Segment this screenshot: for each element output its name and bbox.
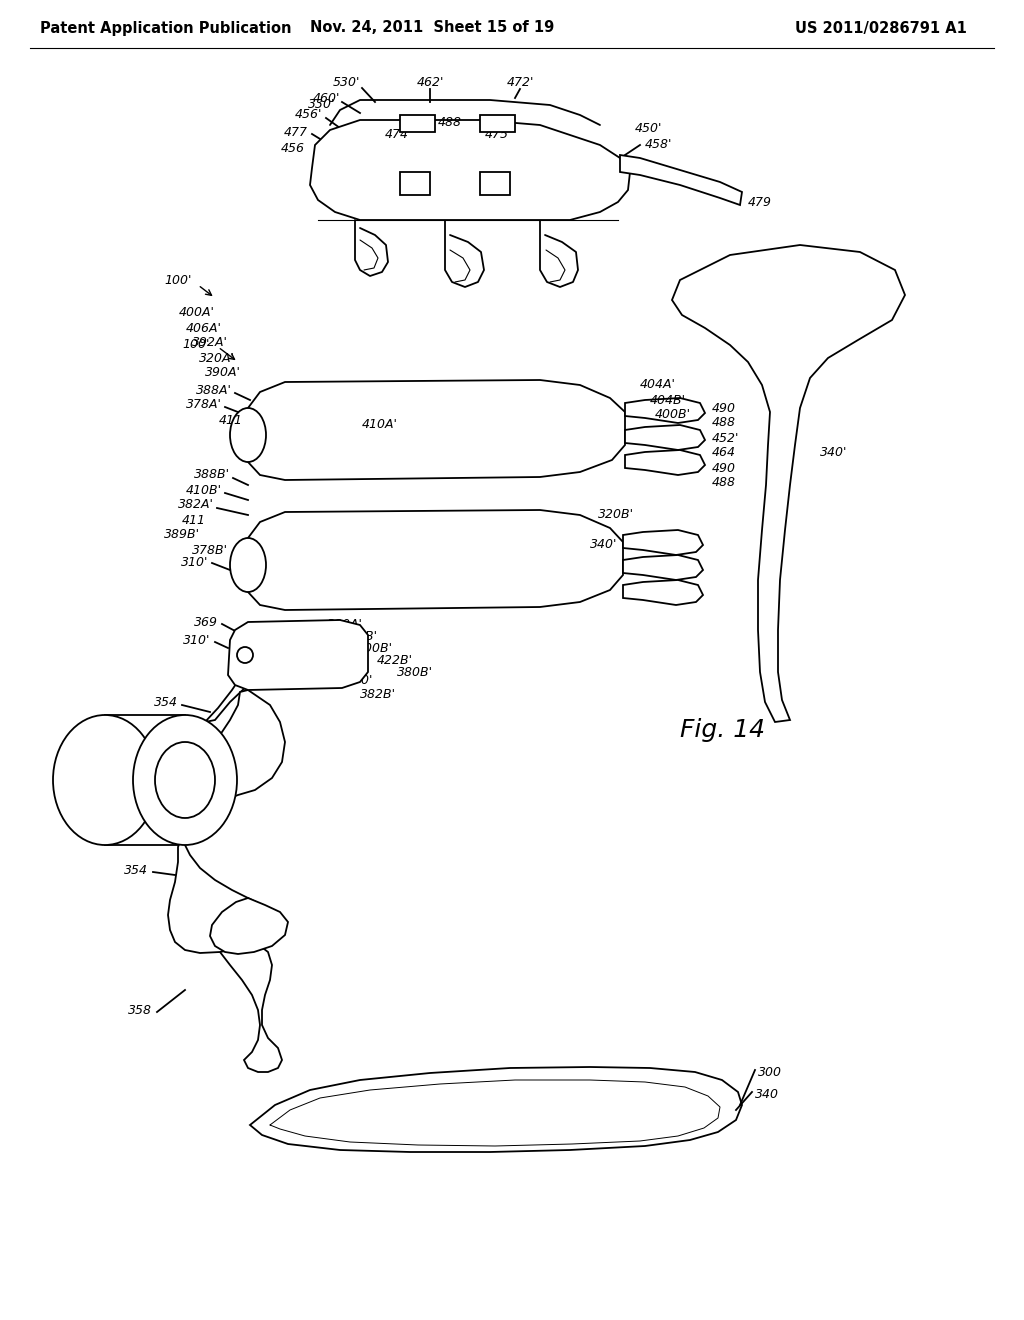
Text: 410B': 410B' (186, 483, 222, 496)
Text: 320B': 320B' (598, 508, 634, 521)
Ellipse shape (230, 408, 266, 462)
Text: 388B': 388B' (194, 469, 230, 482)
Text: 460': 460' (312, 91, 340, 104)
Text: 369: 369 (194, 615, 218, 628)
Text: 350: 350 (91, 768, 115, 781)
Polygon shape (625, 399, 705, 422)
Text: 400A': 400A' (179, 305, 215, 318)
Polygon shape (625, 450, 705, 475)
Text: 488: 488 (712, 417, 736, 429)
Text: 411: 411 (182, 513, 206, 527)
Text: 100': 100' (182, 338, 210, 351)
Text: 354: 354 (124, 863, 148, 876)
Text: 490: 490 (712, 462, 736, 474)
Polygon shape (623, 554, 703, 579)
Text: US 2011/0286791 A1: US 2011/0286791 A1 (795, 21, 967, 36)
Text: 310': 310' (180, 556, 208, 569)
Polygon shape (623, 579, 703, 605)
Ellipse shape (53, 715, 157, 845)
Text: 456': 456' (295, 108, 322, 121)
Polygon shape (480, 172, 510, 195)
Ellipse shape (133, 715, 237, 845)
Polygon shape (620, 154, 742, 205)
Polygon shape (228, 620, 368, 690)
Text: Nov. 24, 2011  Sheet 15 of 19: Nov. 24, 2011 Sheet 15 of 19 (310, 21, 554, 36)
Text: 340': 340' (820, 446, 848, 458)
Text: 370': 370' (346, 673, 374, 686)
Text: 479: 479 (748, 195, 772, 209)
Text: 380A': 380A' (327, 619, 362, 631)
Text: 358: 358 (128, 1003, 152, 1016)
Text: 475': 475' (485, 128, 512, 141)
Text: 462': 462' (417, 75, 443, 88)
Text: 404B': 404B' (650, 393, 686, 407)
Text: 490: 490 (712, 401, 736, 414)
Polygon shape (625, 425, 705, 450)
Text: 410A': 410A' (362, 418, 398, 432)
Text: 382A': 382A' (178, 499, 214, 511)
Polygon shape (205, 630, 270, 722)
Text: 488: 488 (712, 475, 736, 488)
Polygon shape (168, 837, 272, 953)
Text: 378A': 378A' (186, 397, 222, 411)
Text: 392B': 392B' (342, 631, 378, 644)
Polygon shape (248, 510, 623, 610)
Text: 452': 452' (712, 432, 739, 445)
Text: 354: 354 (154, 696, 178, 709)
Polygon shape (250, 1067, 742, 1152)
Text: 458': 458' (645, 139, 673, 152)
Polygon shape (310, 120, 630, 220)
Text: 406A': 406A' (186, 322, 222, 334)
Text: 389B': 389B' (164, 528, 200, 541)
Text: 474': 474' (385, 128, 412, 141)
Text: 422B': 422B' (377, 655, 413, 668)
Polygon shape (218, 940, 282, 1072)
Text: 340: 340 (755, 1089, 779, 1101)
Text: 300: 300 (758, 1065, 782, 1078)
Polygon shape (198, 690, 285, 803)
Ellipse shape (230, 539, 266, 591)
Text: 464: 464 (712, 446, 736, 459)
Ellipse shape (155, 742, 215, 818)
Ellipse shape (237, 647, 253, 663)
Text: 411: 411 (219, 413, 243, 426)
Text: 378B': 378B' (193, 544, 228, 557)
Polygon shape (480, 115, 515, 132)
Text: 392A': 392A' (193, 337, 228, 350)
Text: 472': 472' (506, 75, 534, 88)
Text: 400B': 400B' (655, 408, 691, 421)
Text: Patent Application Publication: Patent Application Publication (40, 21, 292, 36)
Text: 388A': 388A' (197, 384, 232, 396)
Text: 477: 477 (284, 125, 308, 139)
Text: 100': 100' (165, 273, 193, 286)
Polygon shape (400, 115, 435, 132)
Text: Fig. 14: Fig. 14 (680, 718, 765, 742)
Text: 404A': 404A' (640, 379, 676, 392)
Text: 456: 456 (281, 141, 305, 154)
Text: 382B': 382B' (360, 689, 396, 701)
Text: 488: 488 (438, 116, 462, 128)
Text: 340': 340' (590, 539, 617, 552)
Polygon shape (210, 898, 288, 954)
Polygon shape (400, 172, 430, 195)
Text: 320A': 320A' (199, 351, 234, 364)
Text: 380B': 380B' (397, 667, 433, 680)
Text: 530': 530' (333, 75, 360, 88)
Text: 330': 330' (307, 99, 335, 111)
Text: 390A': 390A' (205, 367, 241, 380)
Polygon shape (623, 531, 703, 554)
Text: 310': 310' (182, 634, 210, 647)
Polygon shape (672, 246, 905, 722)
Text: 488: 488 (488, 116, 512, 128)
Polygon shape (248, 380, 625, 480)
Text: 400B': 400B' (357, 643, 393, 656)
Text: 450': 450' (635, 121, 663, 135)
